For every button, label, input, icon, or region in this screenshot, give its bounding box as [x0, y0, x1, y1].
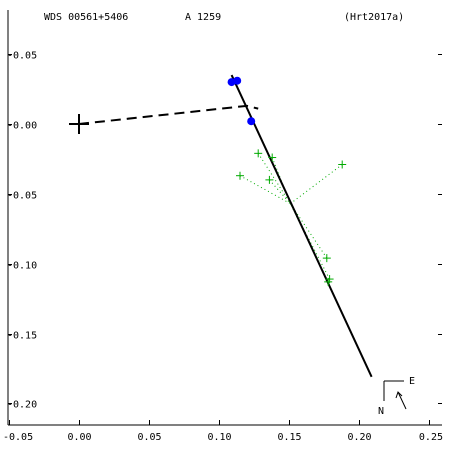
y-tick-label: -0.20	[7, 400, 37, 411]
compass: EN	[378, 376, 415, 417]
orbit-lines	[69, 74, 373, 378]
motion-arrow-head	[395, 391, 403, 399]
x-tick-label: 0.15	[277, 432, 301, 443]
measurement-point	[265, 175, 274, 184]
header-pair: A 1259	[185, 12, 221, 23]
measurement-point	[324, 277, 333, 286]
compass-east-label: E	[409, 376, 415, 387]
orbit-line	[230, 74, 373, 378]
measurement-point	[268, 153, 277, 162]
measurement-point	[236, 171, 244, 180]
header-reference: (Hrt2017a)	[344, 12, 404, 23]
compass-north-label: N	[378, 406, 384, 417]
y-tick-label: -0.05	[7, 51, 37, 62]
data-points	[227, 76, 347, 286]
x-tick-label: 0.05	[137, 432, 161, 443]
primary-connector-line	[78, 104, 259, 125]
measurement-point	[254, 149, 263, 158]
x-tick-label: 0.20	[347, 432, 371, 443]
residual-line	[239, 175, 291, 205]
y-tick-label: -0.05	[7, 191, 37, 202]
residual-line	[289, 203, 328, 259]
measurement-point	[247, 117, 256, 126]
y-tick-label: -0.10	[7, 261, 37, 272]
axes: -0.05 -0.00 -0.05 -0.10 -0.15 -0.20 -0.05 0.00 0…	[3, 10, 443, 443]
measurement-point	[233, 76, 242, 85]
y-tick-label: -0.15	[7, 331, 37, 342]
x-tick-label: 0.25	[419, 432, 443, 443]
x-tick-label: 0.10	[207, 432, 231, 443]
residual-line	[290, 164, 343, 205]
y-tick-label: -0.00	[7, 121, 37, 132]
x-tick-label: -0.05	[3, 432, 33, 443]
x-tick-label: 0.00	[67, 432, 91, 443]
header-designation: WDS 00561+5406	[44, 12, 128, 23]
measurement-point	[322, 254, 331, 263]
motion-arrow	[397, 391, 407, 410]
measurement-point	[338, 160, 347, 169]
